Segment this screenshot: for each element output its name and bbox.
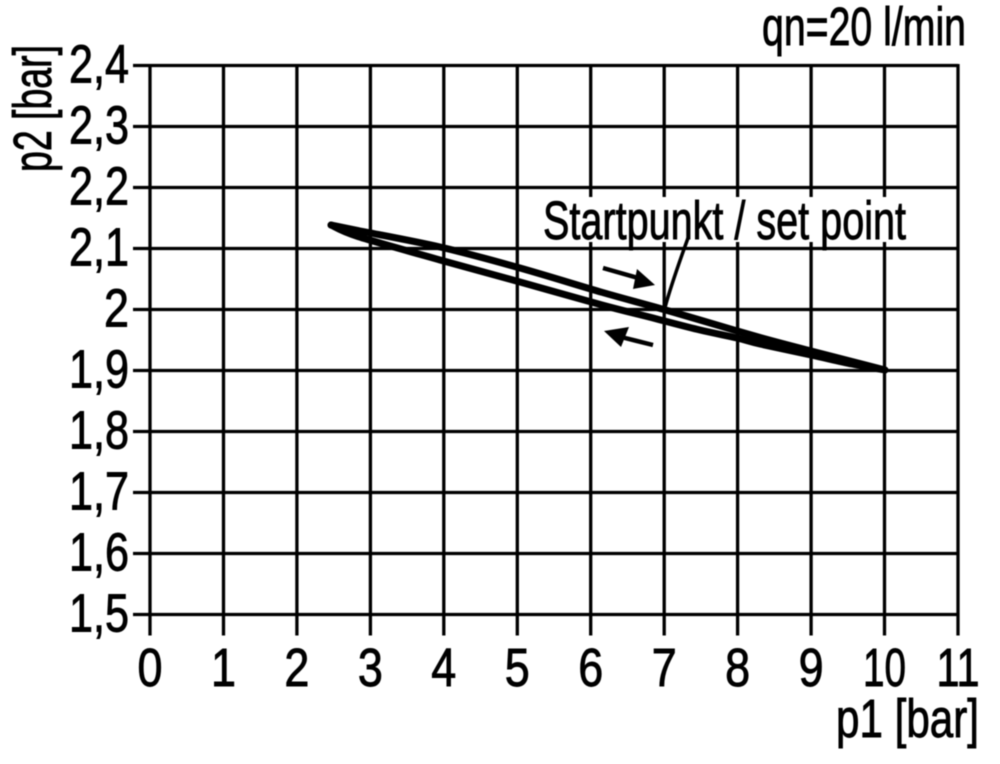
svg-text:2: 2	[284, 638, 309, 698]
svg-text:2,1: 2,1	[69, 218, 129, 278]
svg-text:Startpunkt / set point: Startpunkt / set point	[543, 191, 906, 251]
svg-text:2,4: 2,4	[69, 35, 129, 95]
svg-text:2: 2	[104, 279, 129, 339]
svg-text:qn=20 l/min: qn=20 l/min	[762, 0, 966, 57]
svg-text:1,5: 1,5	[69, 584, 129, 644]
svg-text:2,3: 2,3	[69, 96, 129, 156]
svg-text:6: 6	[578, 638, 603, 698]
svg-text:9: 9	[799, 638, 824, 698]
svg-text:p1 [bar]: p1 [bar]	[836, 689, 979, 749]
svg-text:5: 5	[505, 638, 530, 698]
svg-text:8: 8	[725, 638, 750, 698]
svg-text:2,2: 2,2	[69, 157, 129, 217]
svg-text:1,8: 1,8	[69, 401, 129, 461]
svg-text:1: 1	[211, 638, 236, 698]
svg-text:4: 4	[431, 638, 456, 698]
svg-text:1,7: 1,7	[69, 462, 129, 522]
svg-text:10: 10	[863, 638, 906, 698]
svg-text:11: 11	[937, 638, 980, 698]
svg-text:1,9: 1,9	[69, 340, 129, 400]
svg-text:0: 0	[138, 638, 163, 698]
svg-text:1,6: 1,6	[69, 523, 129, 583]
svg-text:3: 3	[358, 638, 383, 698]
svg-text:7: 7	[652, 638, 677, 698]
svg-text:p2 [bar]: p2 [bar]	[3, 45, 63, 172]
